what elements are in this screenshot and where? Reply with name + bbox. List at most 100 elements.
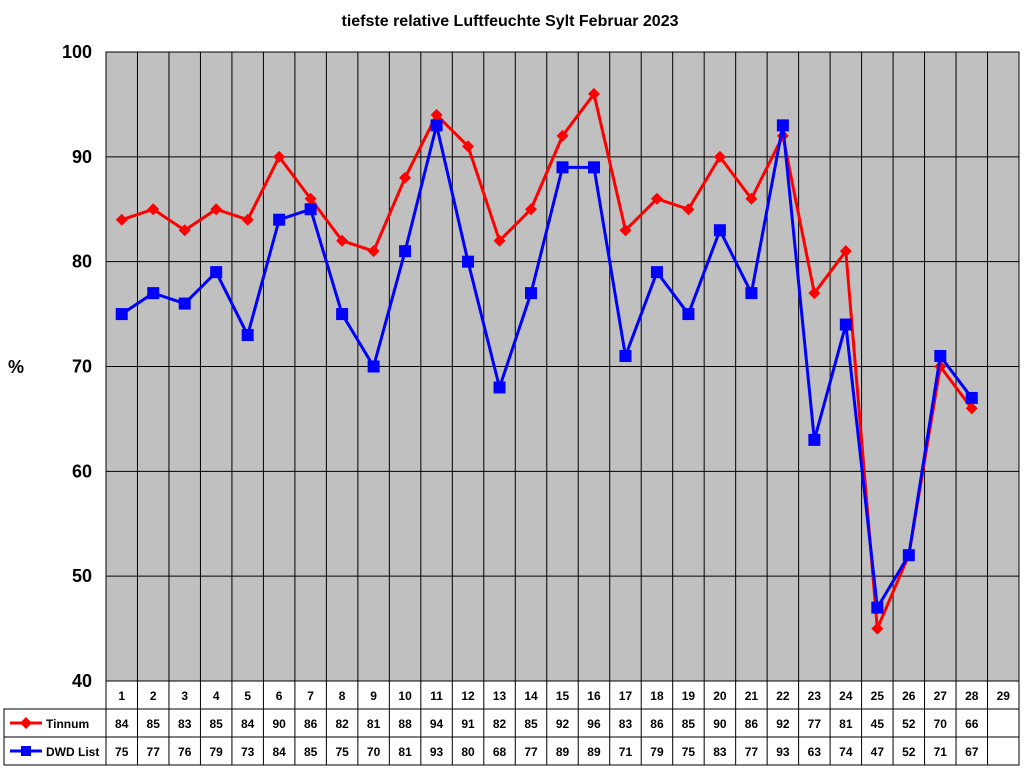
- data-point: [650, 192, 663, 205]
- chart-title: tiefste relative Luftfeuchte Sylt Februa…: [342, 13, 679, 30]
- table-cell: 66: [965, 717, 979, 731]
- data-point: [965, 391, 978, 404]
- table-cell: 77: [808, 717, 822, 731]
- series-line: [121, 92, 973, 631]
- table-cell: 89: [556, 745, 570, 759]
- y-tick-label: 90: [72, 147, 92, 167]
- table-cell: 73: [241, 745, 255, 759]
- table-cell: 77: [147, 745, 161, 759]
- data-point: [210, 203, 223, 216]
- table-cell: 85: [210, 717, 224, 731]
- table-cell: 82: [493, 717, 507, 731]
- data-point: [713, 224, 726, 237]
- data-point: [462, 140, 475, 153]
- table-cell: 96: [587, 717, 601, 731]
- data-point: [241, 329, 254, 342]
- series-line: [120, 123, 973, 610]
- data-point: [965, 402, 978, 415]
- data-point: [367, 245, 380, 258]
- y-axis-label: %: [8, 357, 24, 377]
- data-point: [839, 318, 852, 331]
- x-tick-label: 23: [808, 689, 822, 703]
- x-tick-label: 26: [902, 689, 916, 703]
- x-tick-label: 7: [307, 689, 314, 703]
- x-tick-label: 28: [965, 689, 979, 703]
- y-tick-label: 80: [72, 252, 92, 272]
- y-tick-label: 40: [72, 671, 92, 691]
- series-lines: [115, 87, 978, 635]
- data-point: [587, 87, 600, 100]
- x-tick-label: 25: [871, 689, 885, 703]
- table-cell: 74: [839, 745, 853, 759]
- table-cell: 84: [241, 717, 255, 731]
- table-cell: 63: [808, 745, 822, 759]
- x-tick-label: 24: [839, 689, 853, 703]
- table-cell: 79: [650, 745, 664, 759]
- data-point: [525, 287, 538, 300]
- data-point: [367, 360, 380, 373]
- legend-marker: [21, 746, 31, 756]
- x-tick-label: 8: [339, 689, 346, 703]
- data-point: [745, 287, 758, 300]
- data-point: [682, 308, 695, 321]
- table-cell: 71: [934, 745, 948, 759]
- data-point: [871, 601, 884, 614]
- data-point: [147, 203, 160, 216]
- data-point: [273, 150, 286, 163]
- legend-entry: DWD List: [46, 745, 99, 759]
- table-cell: 92: [556, 717, 570, 731]
- data-point: [336, 308, 349, 321]
- data-point: [462, 255, 475, 268]
- x-tick-label: 20: [713, 689, 727, 703]
- data-table: 1 2 3 4 5 6 7 8 9 10 11 12 13 14 15 16 17 18 19 20 21 22 23 24 2…: [3, 681, 1020, 766]
- table-cell: 83: [619, 717, 633, 731]
- x-tick-label: 15: [556, 689, 570, 703]
- table-cell: 91: [461, 717, 475, 731]
- data-point: [430, 108, 443, 121]
- y-tick-label: 60: [72, 461, 92, 481]
- data-point: [871, 622, 884, 635]
- table-cell: 90: [272, 717, 286, 731]
- table-cell: 86: [745, 717, 759, 731]
- table-cell: 52: [902, 745, 916, 759]
- table-cell: 75: [682, 745, 696, 759]
- x-tick-label: 14: [524, 689, 538, 703]
- x-tick-label: 2: [150, 689, 157, 703]
- y-tick-label: 100: [62, 42, 92, 62]
- x-tick-label: 18: [650, 689, 664, 703]
- table-cell: 83: [178, 717, 192, 731]
- data-point: [556, 161, 569, 174]
- data-point: [808, 287, 821, 300]
- table-cell: 85: [304, 745, 318, 759]
- table-cell: 84: [115, 717, 129, 731]
- y-tick-labels: 40 50 60 70 80 90 100: [62, 42, 92, 691]
- data-point: [556, 129, 569, 142]
- x-tick-label: 11: [430, 689, 443, 703]
- table-cell: 81: [839, 717, 853, 731]
- table-cell: 67: [965, 745, 979, 759]
- legend-entry: Tinnum: [46, 717, 89, 731]
- data-point: [839, 245, 852, 258]
- table-cell: 86: [650, 717, 664, 731]
- data-point: [430, 119, 443, 132]
- data-point: [304, 192, 317, 205]
- data-point: [713, 150, 726, 163]
- data-point: [273, 213, 286, 226]
- table-cell: 75: [115, 745, 129, 759]
- table-cell: 68: [493, 745, 507, 759]
- table-cell: 77: [745, 745, 759, 759]
- y-tick-label: 70: [72, 357, 92, 377]
- x-tick-label: 29: [997, 689, 1011, 703]
- x-tick-label: 4: [213, 689, 220, 703]
- x-tick-label: 12: [461, 689, 475, 703]
- data-point: [210, 266, 223, 279]
- x-tick-label: 9: [370, 689, 377, 703]
- data-point: [304, 203, 317, 216]
- table-cell: 75: [335, 745, 349, 759]
- table-cell: 84: [272, 745, 286, 759]
- table-cell: 90: [713, 717, 727, 731]
- table-cell: 83: [713, 745, 727, 759]
- data-point: [241, 213, 254, 226]
- table-cell: 70: [934, 717, 948, 731]
